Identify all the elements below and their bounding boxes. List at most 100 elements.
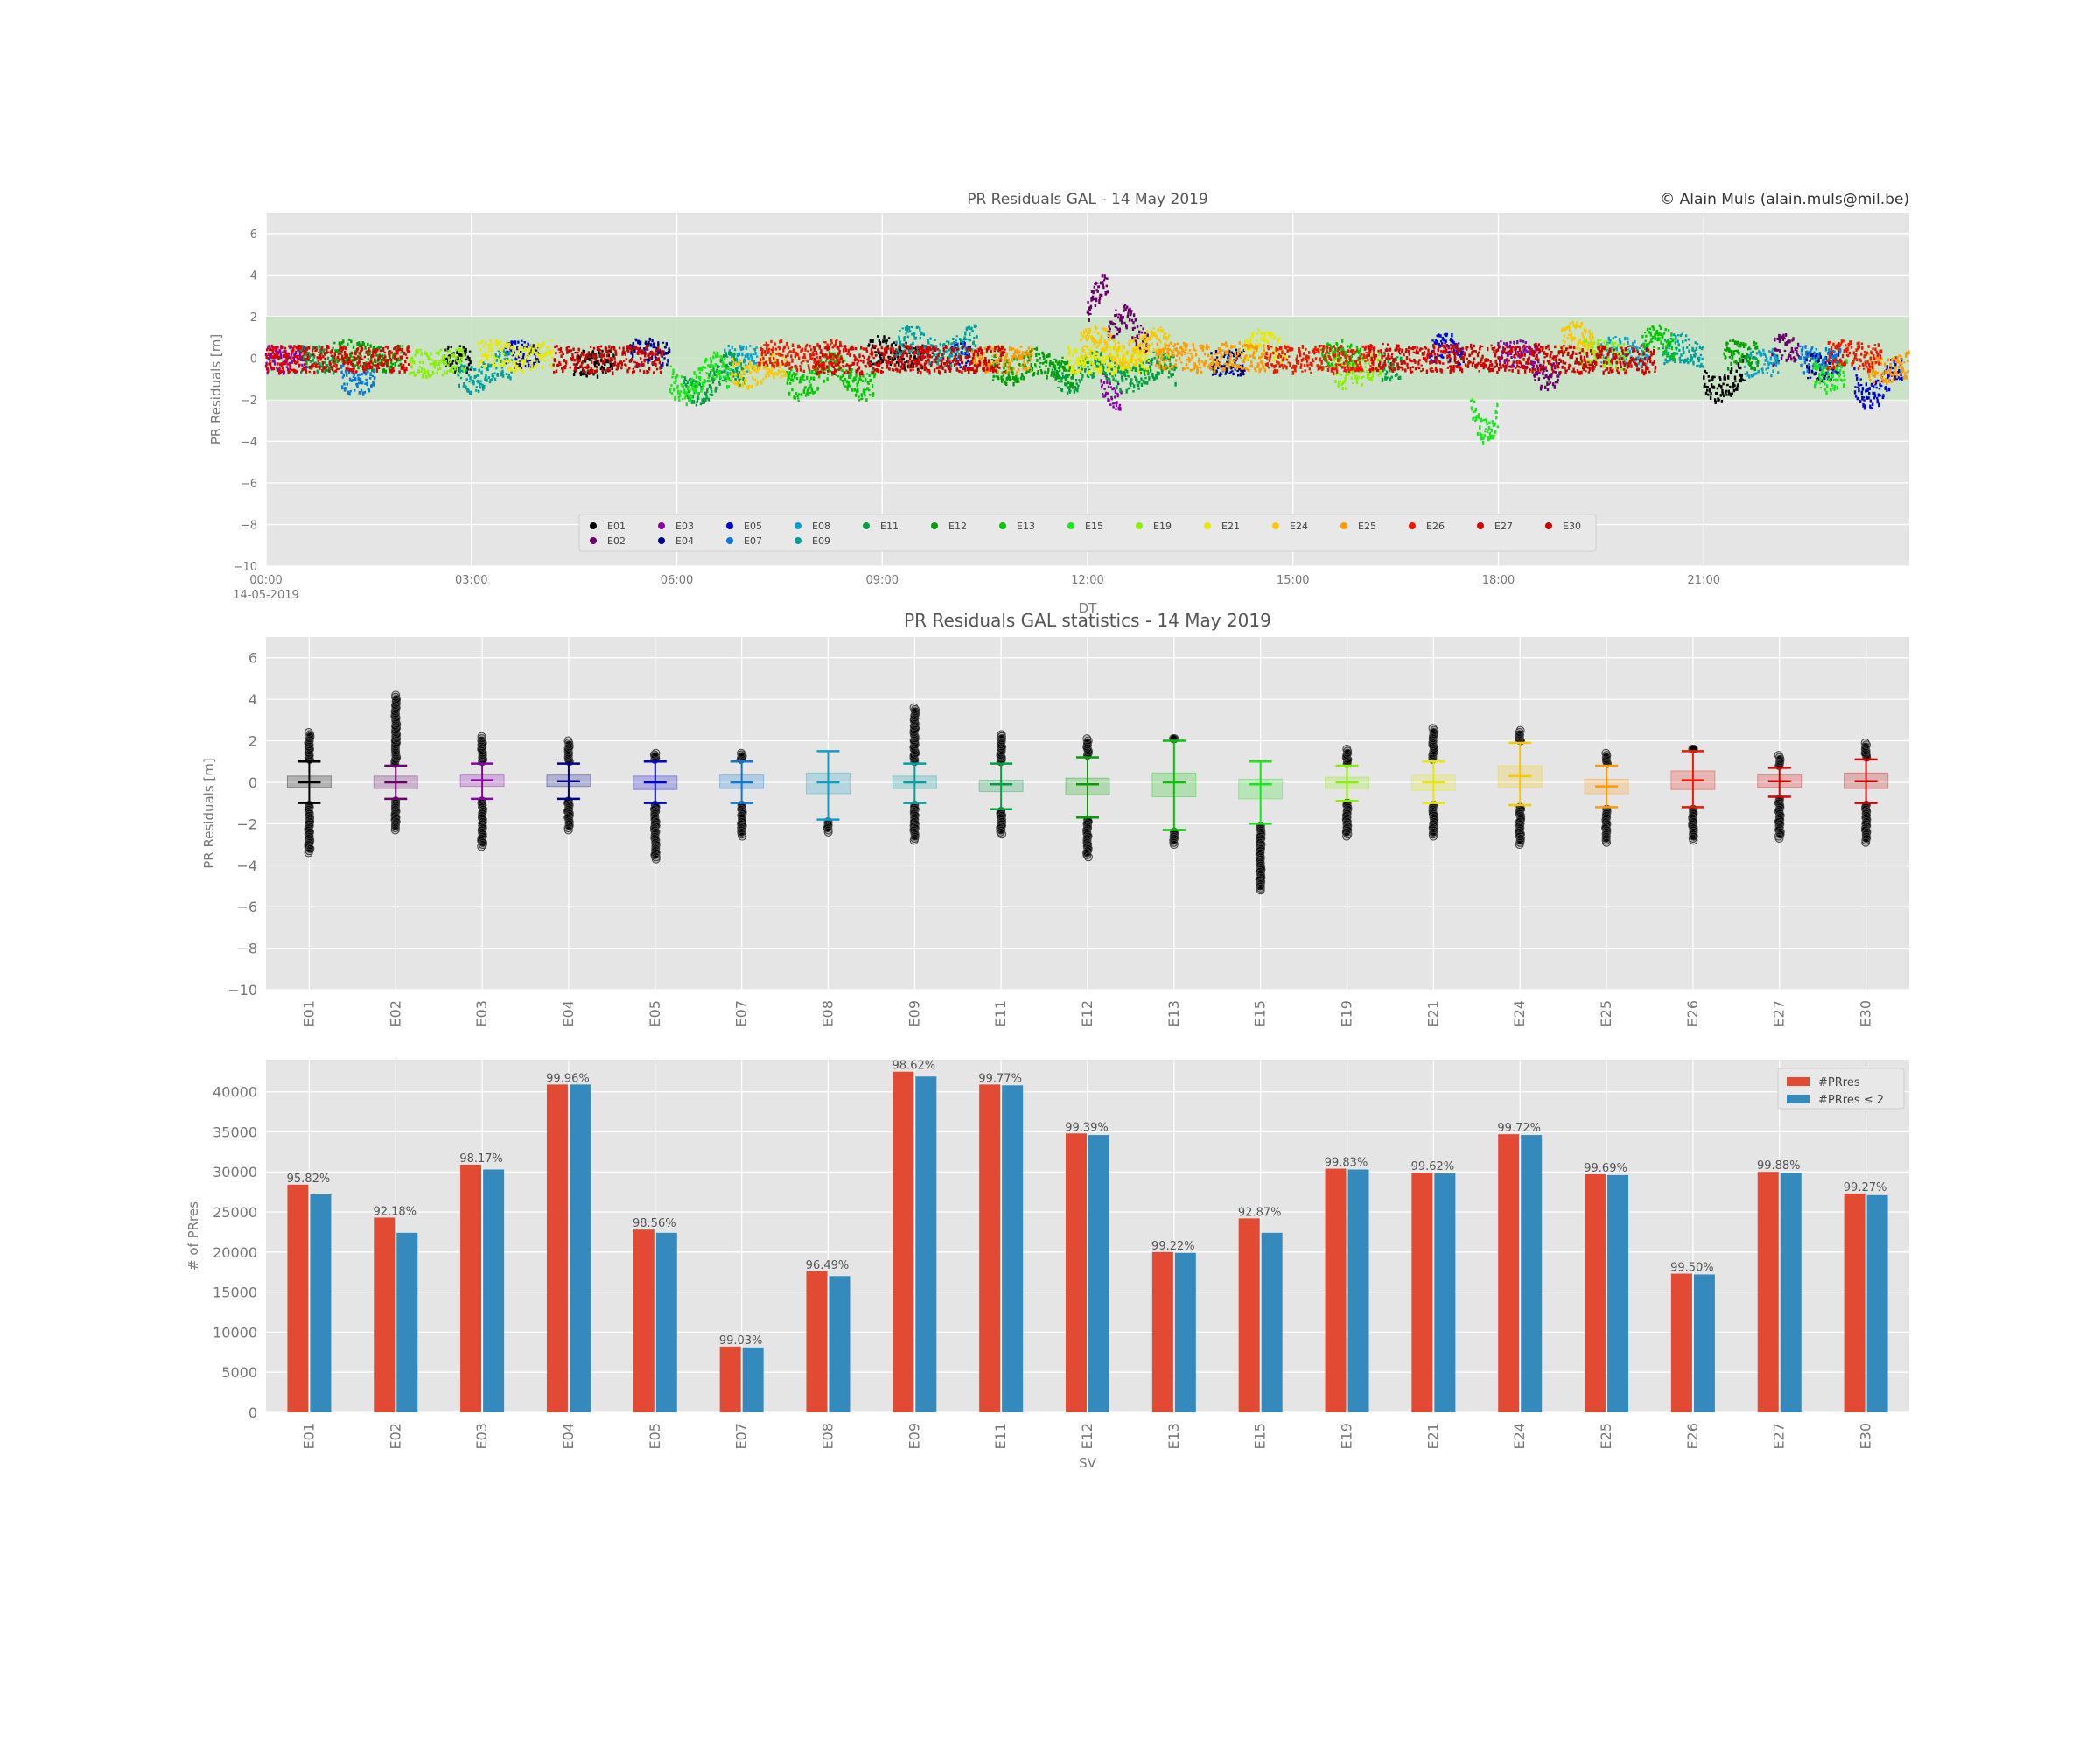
y-tick-label: 15000 <box>213 1284 257 1301</box>
series-E21 <box>477 328 1287 376</box>
outlier-point <box>998 830 1007 839</box>
bar-prres <box>1325 1168 1347 1412</box>
legend-marker-E12 <box>931 522 938 529</box>
legend-label: #PRres ≤ 2 <box>1818 1094 1884 1107</box>
x-tick-label: E08 <box>819 1423 836 1449</box>
x-tick-label: E26 <box>1684 1000 1701 1026</box>
x-tick-label: E03 <box>473 1423 490 1449</box>
x-tick-label: E27 <box>1771 1000 1788 1026</box>
outlier-point <box>1774 751 1783 760</box>
series-marks-E24 <box>730 320 1595 390</box>
outlier-point <box>1861 837 1871 847</box>
box-body <box>1238 778 1284 800</box>
x-tick-label: E11 <box>992 1000 1009 1026</box>
series-E27 <box>264 342 1459 376</box>
x-axis-label: DT <box>1079 600 1098 616</box>
y-tick-label: −4 <box>236 858 257 874</box>
y-tick-label: 5000 <box>221 1364 257 1381</box>
bar-prres <box>1066 1133 1087 1412</box>
x-tick-label: E24 <box>1511 1423 1528 1449</box>
bar-prres <box>806 1270 828 1412</box>
y-axis-label: PR Residuals [m] <box>201 758 217 868</box>
legend-label-E02: E02 <box>607 536 626 547</box>
bar-percent-label: 99.69% <box>1584 1162 1628 1175</box>
y-tick-label: 6 <box>250 228 257 242</box>
x-tick-label: E13 <box>1166 1000 1182 1026</box>
bar-percent-label: 98.62% <box>892 1060 936 1073</box>
bar-prres <box>1152 1251 1173 1412</box>
copyright-text: © Alain Muls (alain.muls@mil.be) <box>1660 191 1909 208</box>
bar-prres-le2 <box>1521 1135 1543 1412</box>
box-body <box>978 780 1024 793</box>
x-tick-label: E15 <box>1252 1423 1269 1449</box>
scatter-title: PR Residuals GAL - 14 May 2019 <box>967 191 1208 208</box>
legend-label-E26: E26 <box>1426 521 1445 532</box>
x-tick-label: E09 <box>906 1000 922 1026</box>
legend-label-E12: E12 <box>948 521 967 532</box>
outlier-point <box>823 825 833 835</box>
x-tick-label: E13 <box>1166 1423 1182 1449</box>
x-tick-label: 21:00 <box>1688 574 1720 587</box>
box-E08 <box>805 750 850 836</box>
legend-marker-E08 <box>794 522 802 529</box>
x-tick-label: E05 <box>647 1423 663 1449</box>
series-marks-E26 <box>758 339 1883 376</box>
box-body <box>1065 777 1110 795</box>
outlier-point <box>1082 734 1092 744</box>
box-E12 <box>1065 734 1110 862</box>
bar-percent-label: 99.96% <box>546 1072 590 1085</box>
y-tick-label: 4 <box>248 691 257 708</box>
outlier-point <box>651 854 661 864</box>
legend-marker-E11 <box>863 522 870 529</box>
outlier-point <box>1256 883 1265 892</box>
x-tick-label: E19 <box>1339 1000 1355 1026</box>
legend-marker-E02 <box>590 537 597 544</box>
y-tick-label: 0 <box>248 774 257 791</box>
y-tick-label: −2 <box>241 395 257 408</box>
bar-percent-label: 99.39% <box>1065 1121 1109 1134</box>
legend-swatch <box>1787 1077 1810 1086</box>
bar-prres <box>374 1217 396 1412</box>
bar-prres <box>979 1084 1001 1412</box>
bar-panel: 0 5000 10000 15000 20000 25000 30000 35000 40000… <box>186 1060 1909 1471</box>
legend-label-E11: E11 <box>880 521 899 532</box>
outlier-point <box>1516 725 1525 735</box>
bar-prres <box>287 1184 309 1412</box>
y-axis-label: # of PRres <box>186 1201 201 1270</box>
y-tick-label: 20000 <box>213 1244 257 1261</box>
series-marks-E21 <box>477 328 1287 376</box>
legend-label-E27: E27 <box>1494 521 1513 532</box>
x-tick-label: E11 <box>992 1423 1009 1449</box>
legend-label-E09: E09 <box>812 536 830 547</box>
y-tick-label: 6 <box>248 650 257 667</box>
bar-percent-label: 99.22% <box>1152 1240 1195 1253</box>
series-marks-E27 <box>264 342 1459 376</box>
bar-percent-label: 98.17% <box>459 1152 503 1166</box>
legend-marker-E15 <box>1068 522 1074 529</box>
x-tick-label: E08 <box>819 1000 836 1026</box>
bar-prres <box>1844 1193 1866 1412</box>
bar-prres-le2 <box>1434 1173 1456 1412</box>
x-tick-label: E04 <box>560 1000 577 1026</box>
outlier-point <box>564 825 573 835</box>
box-E25 <box>1584 748 1629 847</box>
outlier-point <box>1515 840 1524 850</box>
outlier-point <box>1428 724 1438 733</box>
y-tick-label: −6 <box>241 478 257 491</box>
legend-label-E08: E08 <box>812 521 830 532</box>
legend-label-E24: E24 <box>1290 521 1308 532</box>
box-E09 <box>892 703 937 845</box>
box-E30 <box>1844 738 1889 847</box>
box-E05 <box>633 748 678 864</box>
x-tick-label: 15:00 <box>1277 574 1309 587</box>
x-tick-label: 12:00 <box>1071 574 1103 587</box>
bar-prres-le2 <box>829 1276 850 1412</box>
x-tick-label: E05 <box>647 1000 663 1026</box>
bar-percent-label: 99.03% <box>719 1334 763 1348</box>
x-tick-label: 09:00 <box>866 574 899 587</box>
y-tick-label: −4 <box>241 436 257 449</box>
bar-percent-label: 99.83% <box>1325 1157 1368 1170</box>
outlier-point <box>909 836 919 845</box>
series-marks-E30 <box>552 342 1657 376</box>
